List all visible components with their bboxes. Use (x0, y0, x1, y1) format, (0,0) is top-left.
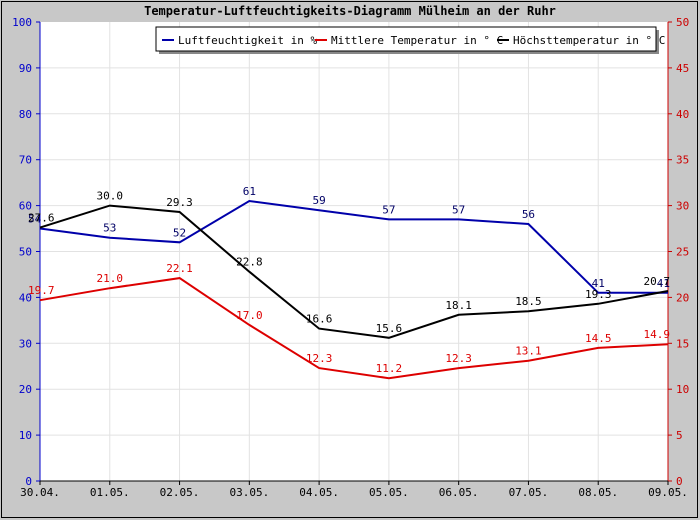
data-label-mean-temp: 19.7 (28, 284, 55, 297)
y-right-tick-label: 45 (676, 62, 689, 75)
data-label-max-temp: 18.1 (445, 299, 472, 312)
data-label-max-temp: 22.8 (236, 256, 263, 269)
y-right-tick-label: 15 (676, 337, 689, 350)
x-tick-label: 02.05. (160, 486, 200, 499)
y-left-tick-label: 70 (19, 154, 32, 167)
data-label-humidity: 57 (452, 203, 465, 216)
legend: Luftfeuchtigkeit in % Mittlere Temperatu… (155, 26, 665, 54)
series-lines (39, 199, 669, 380)
x-tick-label: 04.05. (299, 486, 339, 499)
data-label-max-temp: 18.5 (515, 295, 542, 308)
y-left-tick-label: 30 (19, 337, 32, 350)
y-right-tick-label: 10 (676, 383, 689, 396)
data-label-mean-temp: 14.5 (585, 332, 612, 345)
y-left-tick-label: 100 (12, 16, 32, 29)
data-label-mean-temp: 11.2 (376, 362, 403, 375)
data-label-humidity: 57 (382, 203, 395, 216)
x-tick-label: 09.05. (648, 486, 688, 499)
y-right-tick-label: 25 (676, 246, 689, 259)
grid-lines (40, 22, 668, 481)
data-label-humidity: 54 (28, 213, 42, 226)
series-line-max-temp (39, 204, 669, 339)
data-label-max-temp: 20.7 (644, 275, 671, 288)
data-label-humidity: 41 (657, 277, 670, 290)
y-right-tick-label: 50 (676, 16, 689, 29)
data-label-mean-temp: 12.3 (306, 352, 333, 365)
x-tick-label: 03.05. (229, 486, 269, 499)
data-label-humidity: 53 (103, 222, 116, 235)
data-label-max-temp: 29.3 (166, 196, 193, 209)
data-label-max-temp: 27.6 (28, 212, 55, 225)
legend-label-humidity: Luftfeuchtigkeit in % (178, 34, 317, 47)
x-tick-label: 07.05. (509, 486, 549, 499)
y-right-tick-label: 40 (676, 108, 689, 121)
y-left-tick-label: 90 (19, 62, 32, 75)
data-label-max-temp: 19.3 (585, 288, 612, 301)
y-left-tick-label: 20 (19, 383, 32, 396)
data-label-humidity: 59 (312, 194, 325, 207)
y-left-tick-label: 80 (19, 108, 32, 121)
y-left-tick-label: 0 (25, 475, 32, 488)
x-tick-label: 05.05. (369, 486, 409, 499)
data-labels: 54 53 52 61 59 57 57 56 41 41 19.7 21.0 22.1 17.0 12.3… (28, 185, 670, 375)
y-left-tick-label: 50 (19, 246, 32, 259)
chart-title: Temperatur-Luftfeuchtigkeits-Diagramm Mü… (144, 4, 556, 18)
series-line-humidity (39, 199, 668, 294)
y-left-tick-label: 10 (19, 429, 32, 442)
x-tick-label: 01.05. (90, 486, 130, 499)
axes: 0 10 20 30 40 50 60 70 80 90 100 0 5 10 15 20 25 30 35 40 45… (12, 16, 689, 499)
data-label-max-temp: 30.0 (97, 190, 124, 203)
data-label-mean-temp: 12.3 (445, 352, 472, 365)
y-right-tick-label: 35 (676, 154, 689, 167)
legend-label-max-temp: Höchsttemperatur in ° C (513, 34, 665, 47)
data-label-mean-temp: 17.0 (236, 309, 263, 322)
x-tick-label: 30.04. (20, 486, 60, 499)
data-label-mean-temp: 22.1 (166, 262, 193, 275)
data-label-mean-temp: 13.1 (515, 345, 542, 358)
data-label-max-temp: 15.6 (376, 322, 403, 335)
data-label-mean-temp: 14.9 (644, 328, 671, 341)
y-right-tick-label: 20 (676, 291, 689, 304)
y-right-tick-label: 5 (676, 429, 683, 442)
data-label-humidity: 52 (173, 226, 186, 239)
series-line-mean-temp (39, 277, 669, 380)
data-label-mean-temp: 21.0 (97, 272, 124, 285)
data-label-max-temp: 16.6 (306, 313, 333, 326)
y-right-tick-label: 30 (676, 200, 689, 213)
x-tick-label: 08.05. (578, 486, 618, 499)
x-tick-label: 06.05. (439, 486, 479, 499)
data-label-humidity: 61 (243, 185, 256, 198)
y-left-tick-label: 40 (19, 291, 32, 304)
data-label-humidity: 41 (592, 277, 605, 290)
y-left-tick-label: 60 (19, 200, 32, 213)
y-right-tick-label: 0 (676, 475, 683, 488)
legend-box (155, 26, 657, 52)
data-label-humidity: 56 (522, 208, 535, 221)
legend-label-mean-temp: Mittlere Temperatur in ° C (331, 34, 503, 47)
